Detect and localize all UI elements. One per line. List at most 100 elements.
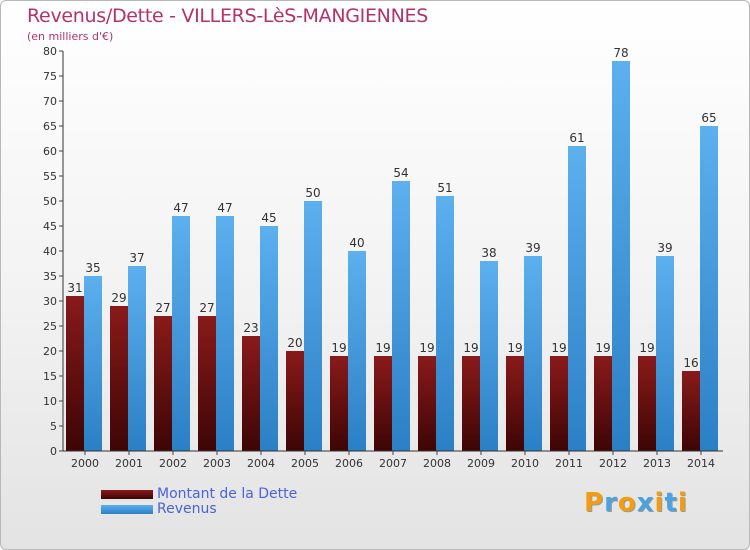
x-tick-label: 2011 <box>555 457 583 470</box>
debt-value-label: 31 <box>67 281 82 295</box>
debt-bar <box>242 336 260 451</box>
debt-bar <box>594 356 612 451</box>
y-tick-label: 60 <box>43 145 57 158</box>
debt-value-label: 19 <box>375 341 390 355</box>
debt-value-label: 19 <box>595 341 610 355</box>
debt-value-label: 19 <box>639 341 654 355</box>
debt-value-label: 23 <box>243 321 258 335</box>
y-tick-label: 45 <box>43 220 57 233</box>
x-tick-label: 2008 <box>423 457 451 470</box>
debt-bar <box>550 356 568 451</box>
revenue-value-label: 65 <box>701 111 716 125</box>
debt-bar <box>286 351 304 451</box>
x-tick-label: 2009 <box>467 457 495 470</box>
debt-bar <box>330 356 348 451</box>
debt-bar <box>682 371 700 451</box>
proxiti-logo: Proxiti <box>584 488 688 518</box>
debt-bar <box>506 356 524 451</box>
y-tick-label: 65 <box>43 120 57 133</box>
revenue-bar <box>524 256 542 451</box>
chart-title: Revenus/Dette - VILLERS-LèS-MANGIENNES <box>27 5 428 27</box>
legend-label-revenue: Revenus <box>157 501 217 517</box>
logo-letter: x <box>636 488 655 518</box>
logo-letter: i <box>654 488 665 518</box>
debt-bar <box>374 356 392 451</box>
y-tick-label: 35 <box>43 270 57 283</box>
debt-value-label: 19 <box>463 341 478 355</box>
debt-bar <box>638 356 656 451</box>
revenue-bar <box>612 61 630 451</box>
debt-bar <box>154 316 172 451</box>
revenue-bar <box>568 146 586 451</box>
y-tick-label: 70 <box>43 95 57 108</box>
revenue-value-label: 39 <box>657 241 672 255</box>
y-tick-label: 0 <box>50 445 57 458</box>
y-tick-label: 75 <box>43 70 57 83</box>
debt-value-label: 27 <box>155 301 170 315</box>
revenue-bar <box>436 196 454 451</box>
revenue-bar <box>172 216 190 451</box>
revenue-value-label: 54 <box>393 166 408 180</box>
revenue-value-label: 37 <box>129 251 144 265</box>
revenue-bar <box>392 181 410 451</box>
logo-letter: t <box>664 488 678 518</box>
x-tick-label: 2005 <box>291 457 319 470</box>
revenue-value-label: 38 <box>481 246 496 260</box>
revenue-value-label: 40 <box>349 236 364 250</box>
revenue-bar <box>84 276 102 451</box>
revenue-bar <box>216 216 234 451</box>
chart-subtitle: (en milliers d'€) <box>27 30 114 43</box>
revenue-value-label: 61 <box>569 131 584 145</box>
logo-letter: r <box>604 488 618 518</box>
y-tick-label: 25 <box>43 320 57 333</box>
y-tick-label: 15 <box>43 370 57 383</box>
x-tick-label: 2002 <box>159 457 187 470</box>
revenue-value-label: 47 <box>173 201 188 215</box>
x-tick-label: 2012 <box>599 457 627 470</box>
revenue-value-label: 51 <box>437 181 452 195</box>
debt-bar <box>418 356 436 451</box>
x-tick-label: 2003 <box>203 457 231 470</box>
revenue-bar <box>700 126 718 451</box>
revenue-bar <box>348 251 366 451</box>
y-tick-label: 5 <box>50 420 57 433</box>
revenue-value-label: 39 <box>525 241 540 255</box>
revenue-bar <box>480 261 498 451</box>
debt-value-label: 19 <box>507 341 522 355</box>
revenue-bar <box>304 201 322 451</box>
x-tick-label: 2013 <box>643 457 671 470</box>
y-tick-label: 20 <box>43 345 57 358</box>
x-tick-label: 2001 <box>115 457 143 470</box>
y-tick-label: 80 <box>43 45 57 58</box>
legend-swatch-revenue <box>101 505 153 514</box>
x-tick-label: 2010 <box>511 457 539 470</box>
debt-bar <box>198 316 216 451</box>
y-tick-label: 55 <box>43 170 57 183</box>
y-tick-label: 50 <box>43 195 57 208</box>
revenue-value-label: 45 <box>261 211 276 225</box>
debt-value-label: 19 <box>419 341 434 355</box>
legend-label-debt: Montant de la Dette <box>157 486 298 502</box>
legend-swatch-debt <box>101 490 153 499</box>
revenue-bar <box>128 266 146 451</box>
revenue-value-label: 47 <box>217 201 232 215</box>
revenue-value-label: 50 <box>305 186 320 200</box>
logo-letter: i <box>677 488 688 518</box>
revenue-bar <box>656 256 674 451</box>
debt-value-label: 16 <box>683 356 698 370</box>
revenue-bar <box>260 226 278 451</box>
revenue-value-label: 35 <box>85 261 100 275</box>
debt-value-label: 19 <box>551 341 566 355</box>
debt-value-label: 20 <box>287 336 302 350</box>
y-tick-label: 30 <box>43 295 57 308</box>
revenue-value-label: 78 <box>613 46 628 60</box>
x-tick-label: 2007 <box>379 457 407 470</box>
logo-letter: o <box>617 488 637 518</box>
debt-bar <box>110 306 128 451</box>
y-tick-label: 10 <box>43 395 57 408</box>
x-tick-label: 2004 <box>247 457 275 470</box>
x-tick-label: 2014 <box>687 457 715 470</box>
x-tick-label: 2006 <box>335 457 363 470</box>
